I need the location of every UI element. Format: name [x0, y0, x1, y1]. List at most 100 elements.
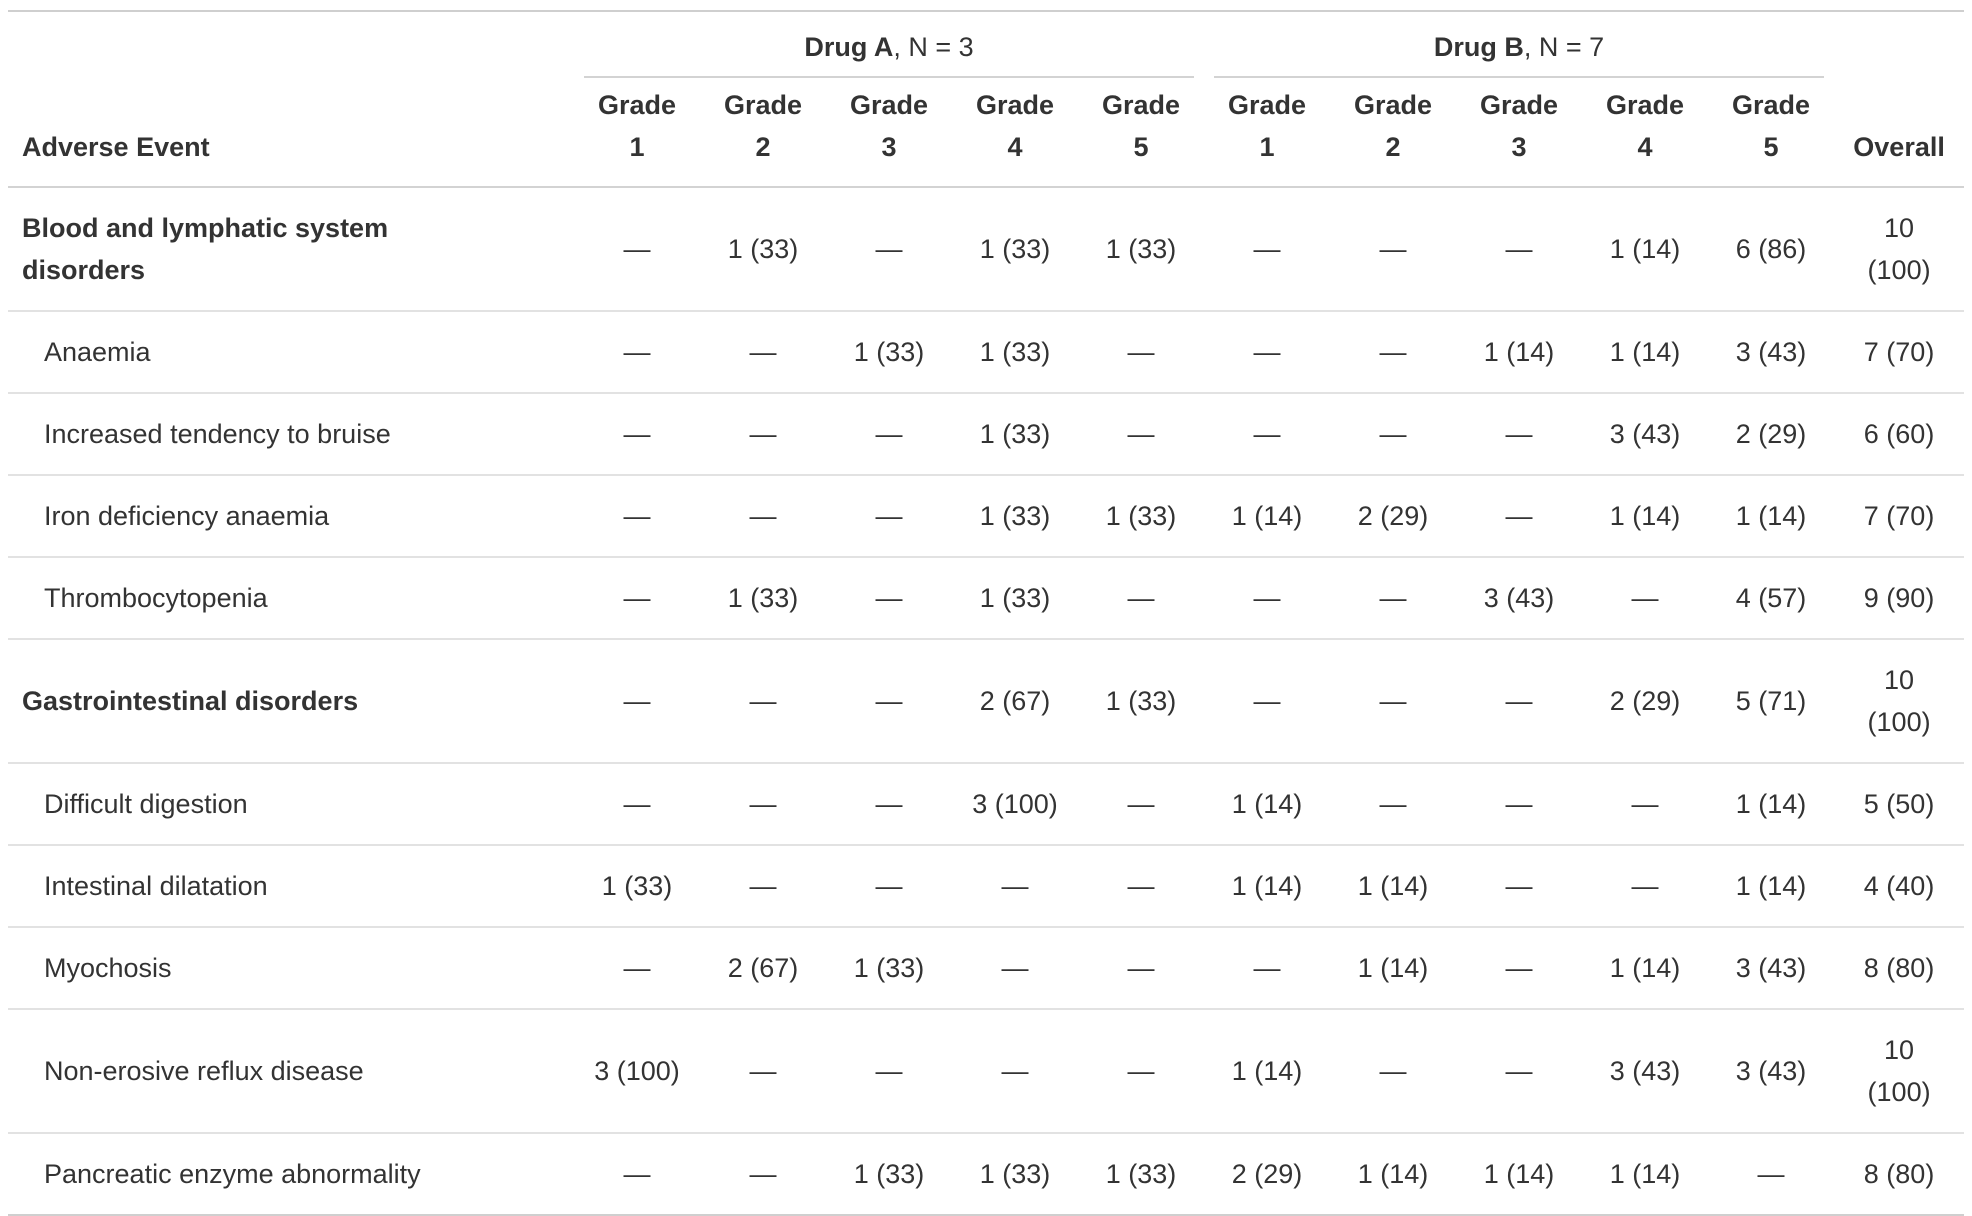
- value-cell: —: [1456, 1009, 1582, 1134]
- grade-word: Grade: [1101, 90, 1181, 120]
- value-cell: 1 (14): [1708, 845, 1835, 928]
- row-label-cell: Pancreatic enzyme abnormality: [8, 1133, 574, 1216]
- overall-value: 7 (70): [1863, 501, 1935, 531]
- grade-word: Grade: [723, 90, 803, 120]
- table-row: Increased tendency to bruise — — — 1 (33…: [8, 393, 1965, 476]
- value-cell: 1 (14): [1204, 845, 1330, 928]
- table-row: Pancreatic enzyme abnormality — — 1 (33)…: [8, 1133, 1965, 1216]
- value-cell: —: [1078, 311, 1204, 394]
- value-cell: 1 (33): [826, 311, 952, 394]
- adverse-event-summary-table: Drug A, N = 3 Drug B, N = 7 Adverse Even…: [8, 10, 1965, 1216]
- value-cell: —: [826, 557, 952, 640]
- grade-word: Grade: [1227, 90, 1307, 120]
- value-cell: —: [1330, 1009, 1456, 1134]
- overall-cell: 6 (60): [1834, 393, 1965, 476]
- table-row: Myochosis — 2 (67) 1 (33) — — — 1 (14) —…: [8, 927, 1965, 1010]
- value-cell: 1 (33): [700, 557, 826, 640]
- value-cell: —: [1330, 557, 1456, 640]
- value-cell: 1 (33): [826, 927, 952, 1010]
- value-cell: 5 (71): [1708, 639, 1835, 764]
- drug-b-name: Drug B: [1433, 32, 1524, 62]
- value-cell: 1 (14): [1582, 1133, 1708, 1216]
- column-header-grade-b4: Grade 4: [1582, 78, 1708, 188]
- grade-word: Grade: [1353, 90, 1433, 120]
- row-label: Pancreatic enzyme abnormality: [44, 1159, 421, 1189]
- overall-value: 10 (100): [1867, 665, 1931, 737]
- table-header: Drug A, N = 3 Drug B, N = 7 Adverse Even…: [8, 11, 1965, 188]
- value-cell: 2 (67): [700, 927, 826, 1010]
- value-cell: —: [574, 639, 700, 764]
- value-cell: 1 (33): [952, 1133, 1078, 1216]
- grade-number: 4: [1637, 132, 1653, 162]
- row-label: Blood and lymphatic system disorders: [22, 213, 389, 285]
- overall-value: 9 (90): [1863, 583, 1935, 613]
- value-cell: —: [826, 475, 952, 558]
- row-label-cell: Non-erosive reflux disease: [8, 1009, 574, 1134]
- value-cell: —: [1204, 557, 1330, 640]
- value-cell: —: [1204, 393, 1330, 476]
- column-header-grade-a1: Grade 1: [574, 78, 700, 188]
- value-cell: 1 (33): [826, 1133, 952, 1216]
- table-row: Intestinal dilatation 1 (33) — — — — 1 (…: [8, 845, 1965, 928]
- grade-word: Grade: [1605, 90, 1685, 120]
- value-cell: 1 (14): [1204, 1009, 1330, 1134]
- value-cell: 1 (33): [952, 187, 1078, 312]
- value-cell: —: [700, 1009, 826, 1134]
- value-cell: —: [1582, 763, 1708, 846]
- value-cell: 6 (86): [1708, 187, 1835, 312]
- value-cell: —: [1456, 845, 1582, 928]
- value-cell: —: [952, 1009, 1078, 1134]
- value-cell: 3 (43): [1708, 927, 1835, 1010]
- column-header-grade-a2: Grade 2: [700, 78, 826, 188]
- grade-word: Grade: [1479, 90, 1559, 120]
- value-cell: —: [1078, 927, 1204, 1010]
- row-label: Difficult digestion: [44, 789, 248, 819]
- row-label-cell: Difficult digestion: [8, 763, 574, 846]
- overall-cell: 8 (80): [1834, 1133, 1965, 1216]
- value-cell: 3 (43): [1456, 557, 1582, 640]
- value-cell: —: [1078, 1009, 1204, 1134]
- value-cell: —: [574, 1133, 700, 1216]
- column-header-grade-a3: Grade 3: [826, 78, 952, 188]
- value-cell: —: [1078, 845, 1204, 928]
- table-row-group: Blood and lymphatic system disorders — 1…: [8, 187, 1965, 312]
- drug-a-name: Drug A: [804, 32, 894, 62]
- spanner-drug-b: Drug B, N = 7: [1204, 11, 1834, 78]
- value-cell: —: [1582, 557, 1708, 640]
- overall-cell: 10 (100): [1834, 1009, 1965, 1134]
- table-row-group: Gastrointestinal disorders — — — 2 (67) …: [8, 639, 1965, 764]
- overall-value: 6 (60): [1863, 419, 1935, 449]
- value-cell: —: [574, 557, 700, 640]
- value-cell: 1 (33): [1078, 187, 1204, 312]
- value-cell: —: [1456, 393, 1582, 476]
- row-label: Thrombocytopenia: [44, 583, 268, 613]
- overall-cell: 4 (40): [1834, 845, 1965, 928]
- table-row: Non-erosive reflux disease 3 (100) — — —…: [8, 1009, 1965, 1134]
- table-row: Anaemia — — 1 (33) 1 (33) — — — 1 (14) 1…: [8, 311, 1965, 394]
- overall-cell: 10 (100): [1834, 639, 1965, 764]
- value-cell: 1 (33): [1078, 639, 1204, 764]
- value-cell: —: [826, 845, 952, 928]
- value-cell: 1 (33): [700, 187, 826, 312]
- value-cell: 1 (14): [1582, 187, 1708, 312]
- column-header-row: Adverse Event Grade 1 Grade 2 Grade 3 Grade…: [8, 78, 1965, 188]
- value-cell: —: [574, 927, 700, 1010]
- spanner-drug-a-box: Drug A, N = 3: [584, 26, 1194, 78]
- value-cell: —: [1456, 639, 1582, 764]
- value-cell: —: [1330, 639, 1456, 764]
- row-label: Non-erosive reflux disease: [44, 1056, 364, 1086]
- row-label-cell: Myochosis: [8, 927, 574, 1010]
- overall-value: 8 (80): [1863, 1159, 1935, 1189]
- spanner-spacer-overall: [1834, 11, 1964, 78]
- column-header-grade-b3: Grade 3: [1456, 78, 1582, 188]
- column-header-overall: Overall: [1834, 78, 1965, 188]
- overall-value: 10 (100): [1867, 213, 1931, 285]
- column-header-grade-b1: Grade 1: [1204, 78, 1330, 188]
- spanner-drug-b-box: Drug B, N = 7: [1214, 26, 1825, 78]
- value-cell: 1 (14): [1330, 845, 1456, 928]
- value-cell: 3 (43): [1582, 393, 1708, 476]
- table-row: Iron deficiency anaemia — — — 1 (33) 1 (…: [8, 475, 1965, 558]
- value-cell: 4 (57): [1708, 557, 1835, 640]
- value-cell: —: [1330, 393, 1456, 476]
- value-cell: 1 (14): [1582, 475, 1708, 558]
